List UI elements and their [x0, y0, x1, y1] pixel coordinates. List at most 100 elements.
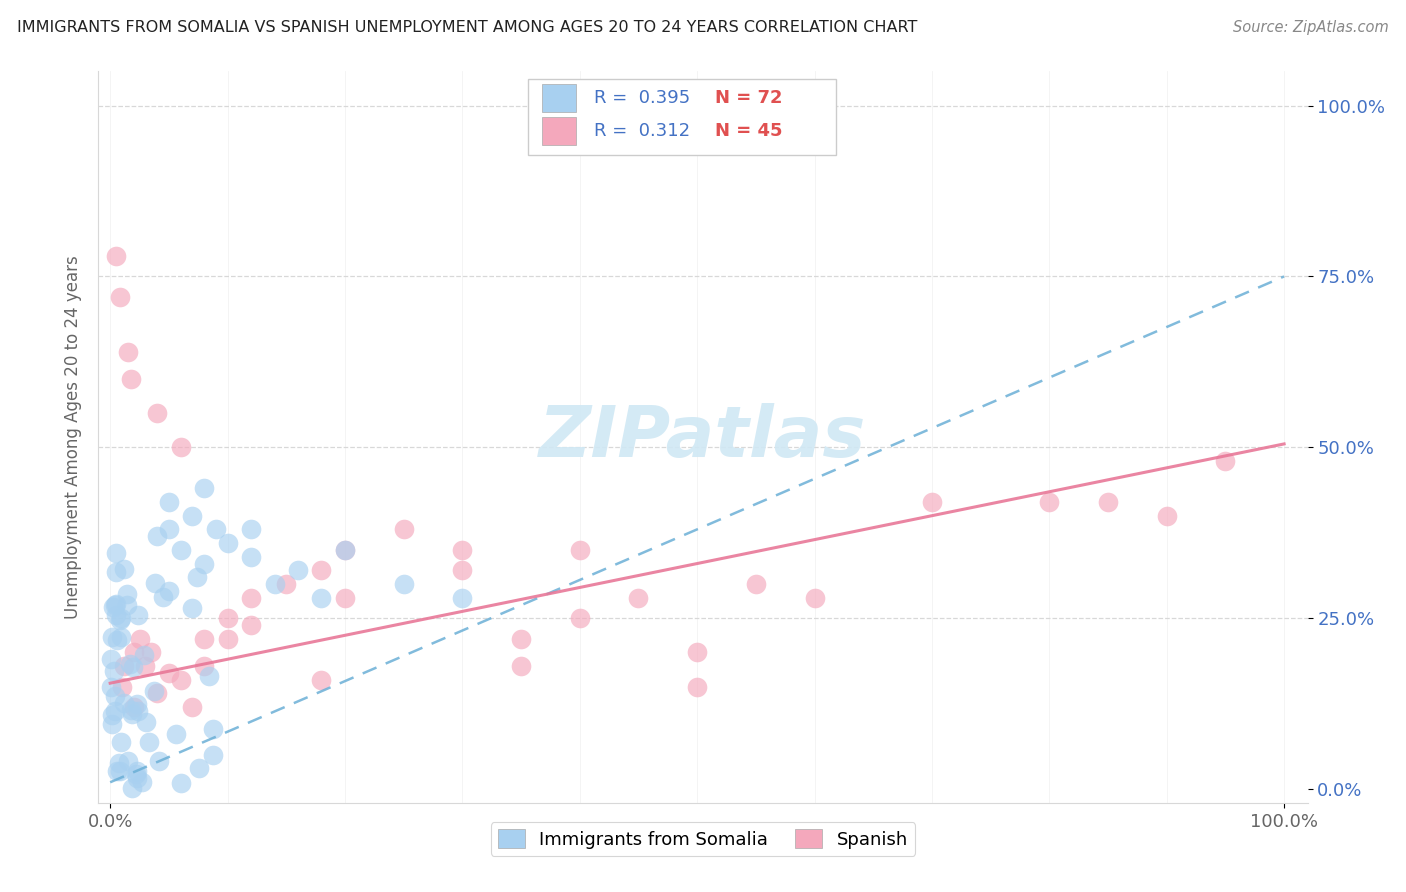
Point [686, 645, 709, 659]
Point [108, 756, 131, 771]
Point [121, 706, 143, 721]
Point [100, 652, 122, 666]
Point [240, 522, 263, 536]
Point [568, 542, 591, 557]
Point [120, 657, 142, 671]
Point [120, 372, 142, 386]
Point [181, 508, 204, 523]
Y-axis label: Unemployment Among Ages 20 to 24 years: Unemployment Among Ages 20 to 24 years [63, 255, 82, 619]
Point [110, 613, 132, 627]
Point [143, 575, 166, 590]
Point [101, 630, 124, 644]
Point [193, 481, 215, 495]
Point [157, 665, 180, 680]
Point [187, 761, 209, 775]
Point [276, 577, 298, 591]
Point [104, 607, 127, 622]
Point [181, 700, 204, 714]
Point [100, 707, 122, 722]
Text: N = 45: N = 45 [716, 122, 783, 140]
Point [101, 717, 124, 731]
Point [311, 563, 333, 577]
Point [217, 632, 239, 646]
Point [105, 565, 128, 579]
Point [148, 754, 170, 768]
Point [1097, 495, 1119, 509]
Point [112, 697, 135, 711]
Text: R =  0.395: R = 0.395 [595, 88, 690, 107]
Point [110, 734, 132, 748]
Point [510, 632, 533, 646]
Point [141, 645, 163, 659]
Point [128, 632, 150, 646]
Point [125, 764, 148, 778]
Point [568, 611, 591, 625]
Point [127, 607, 149, 622]
Point [131, 774, 153, 789]
Point [451, 563, 474, 577]
Text: N = 72: N = 72 [716, 88, 783, 107]
Point [138, 735, 160, 749]
Point [745, 577, 768, 591]
Point [122, 660, 145, 674]
Point [122, 700, 145, 714]
Text: R =  0.312: R = 0.312 [595, 122, 690, 140]
Point [127, 704, 149, 718]
Point [451, 542, 474, 557]
Point [169, 673, 191, 687]
Text: ZIPatlas: ZIPatlas [540, 402, 866, 472]
Point [510, 659, 533, 673]
Point [392, 522, 415, 536]
Bar [527, 78, 837, 155]
Point [921, 495, 943, 509]
Point [333, 542, 356, 557]
Point [135, 714, 157, 729]
Point [451, 591, 474, 605]
Point [157, 522, 180, 536]
Point [169, 776, 191, 790]
Point [169, 440, 191, 454]
Point [105, 764, 128, 779]
Point [1215, 454, 1237, 468]
Point [803, 591, 825, 605]
Point [110, 611, 132, 625]
Point [193, 632, 215, 646]
Point [112, 561, 135, 575]
Point [201, 723, 224, 737]
Point [134, 659, 156, 673]
Bar [543, 118, 576, 145]
Point [121, 780, 143, 795]
Point [103, 598, 125, 612]
Point [127, 697, 149, 711]
Point [627, 591, 650, 605]
Point [146, 529, 169, 543]
Point [103, 664, 125, 678]
Point [115, 587, 138, 601]
Point [217, 611, 239, 625]
Point [217, 536, 239, 550]
Point [193, 557, 215, 571]
Point [120, 703, 142, 717]
Point [201, 748, 224, 763]
Point [125, 772, 148, 786]
Text: IMMIGRANTS FROM SOMALIA VS SPANISH UNEMPLOYMENT AMONG AGES 20 TO 24 YEARS CORREL: IMMIGRANTS FROM SOMALIA VS SPANISH UNEMP… [17, 20, 917, 35]
Point [112, 659, 135, 673]
Point [157, 495, 180, 509]
Point [165, 727, 187, 741]
Point [186, 570, 208, 584]
Point [117, 344, 139, 359]
Point [686, 680, 709, 694]
Point [110, 764, 132, 779]
Point [204, 522, 226, 536]
Point [142, 684, 165, 698]
Point [105, 632, 128, 647]
Point [146, 406, 169, 420]
Point [193, 659, 215, 673]
Point [392, 577, 415, 591]
Point [181, 601, 204, 615]
Point [105, 249, 128, 263]
Point [1156, 508, 1178, 523]
Point [157, 583, 180, 598]
Point [105, 546, 128, 560]
Point [198, 669, 221, 683]
